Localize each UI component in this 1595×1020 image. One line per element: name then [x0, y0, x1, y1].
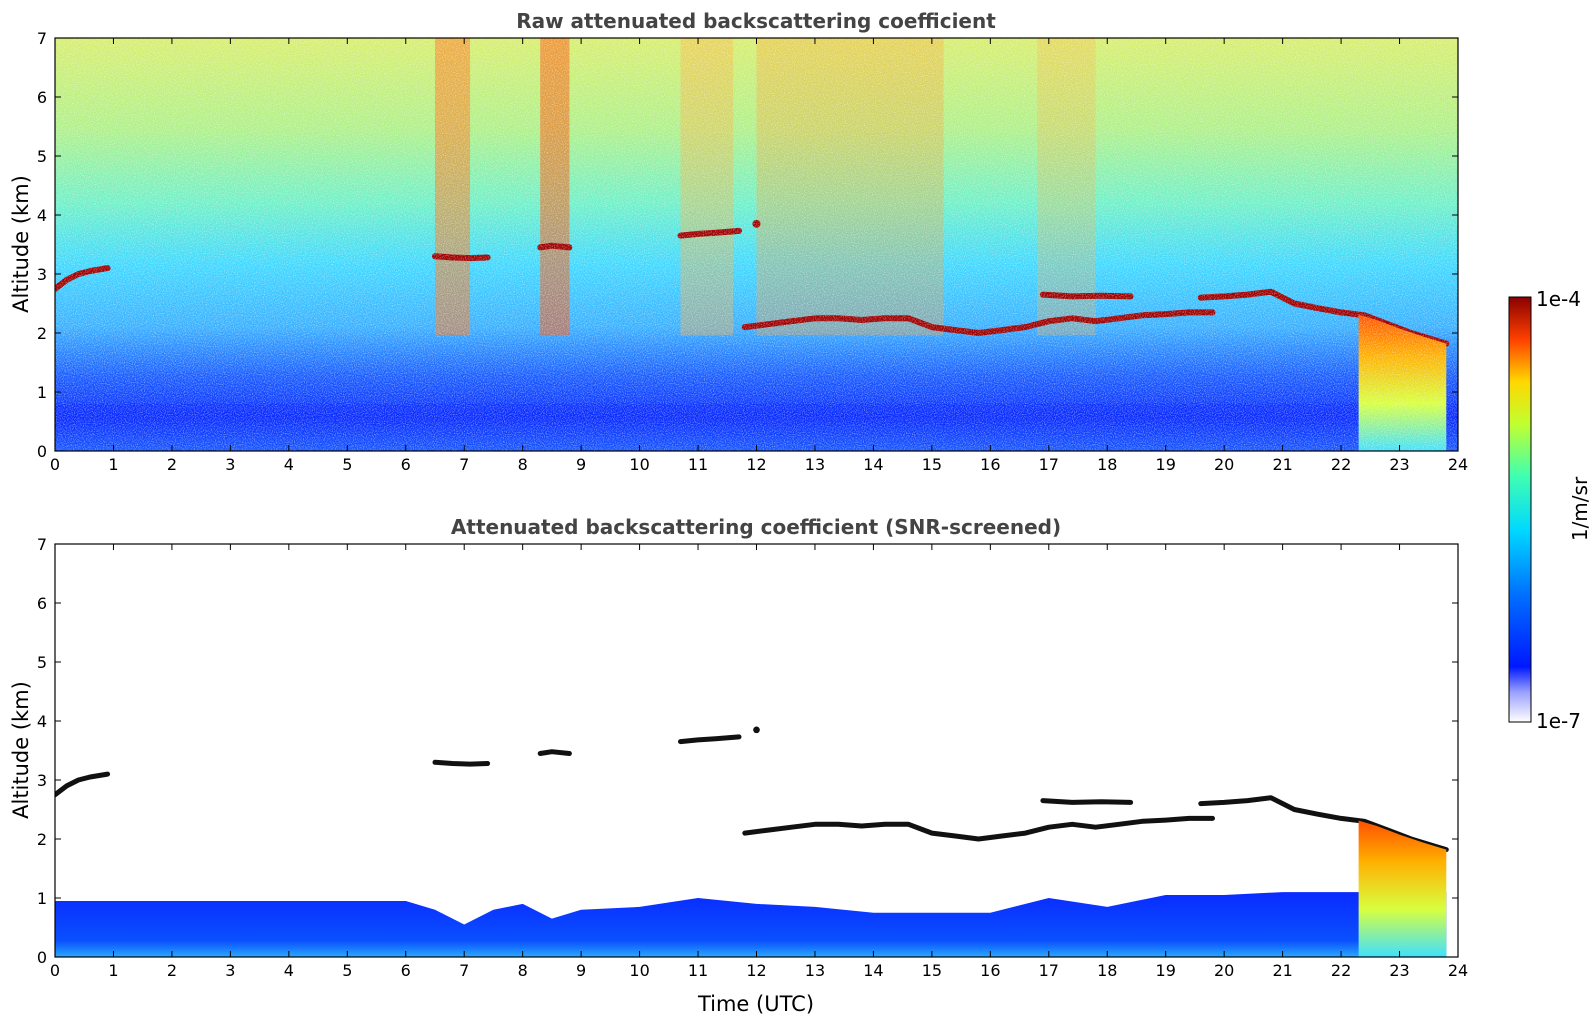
cloud-layer: [537, 749, 572, 756]
x-tick-label: 1: [108, 961, 118, 980]
x-tick-label: 23: [1389, 961, 1409, 980]
x-tick-label: 22: [1331, 455, 1351, 474]
x-tick-label: 17: [1039, 961, 1059, 980]
y-tick-label: 5: [37, 653, 47, 672]
x-tick-label: 22: [1331, 961, 1351, 980]
x-tick-label: 6: [401, 961, 411, 980]
x-tick-label: 2: [167, 961, 177, 980]
x-tick-label: 8: [518, 961, 528, 980]
x-tick-label: 11: [688, 455, 708, 474]
x-tick-label: 3: [225, 961, 235, 980]
screened-heatmap: [55, 544, 1458, 957]
x-tick-label: 18: [1097, 961, 1117, 980]
x-tick-label: 8: [518, 455, 528, 474]
y-tick-label: 3: [37, 771, 47, 790]
y-tick-label: 2: [37, 324, 47, 343]
x-tick-label: 0: [50, 455, 60, 474]
x-tick-label: 13: [805, 961, 825, 980]
x-tick-label: 7: [459, 961, 469, 980]
y-tick-label: 4: [37, 206, 47, 225]
x-tick-label: 4: [284, 961, 294, 980]
x-tick-label: 7: [459, 455, 469, 474]
cloud-layer: [1040, 798, 1134, 805]
x-tick-label: 2: [167, 455, 177, 474]
colorbar-gradient: [1508, 296, 1532, 723]
raw-y-axis-label: Altitude (km): [9, 175, 33, 313]
y-tick-label: 1: [37, 383, 47, 402]
x-tick-label: 16: [980, 961, 1000, 980]
x-tick-label: 4: [284, 455, 294, 474]
y-tick-label: 4: [37, 712, 47, 731]
colorbar: 1e-4 1e-7 1/m/sr: [1508, 287, 1592, 733]
x-tick-label: 15: [922, 961, 942, 980]
y-tick-label: 0: [37, 442, 47, 461]
x-tick-label: 13: [805, 455, 825, 474]
x-tick-label: 21: [1272, 455, 1292, 474]
x-tick-label: 9: [576, 455, 586, 474]
screened-chart-title: Attenuated backscattering coefficient (S…: [451, 515, 1061, 539]
cloud-layer: [432, 759, 491, 767]
y-tick-label: 6: [37, 88, 47, 107]
y-tick-label: 3: [37, 265, 47, 284]
x-tick-label: 24: [1448, 455, 1468, 474]
cloud-layer: [55, 771, 111, 798]
aerosol-plume: [1358, 820, 1447, 957]
x-tick-label: 1: [108, 455, 118, 474]
x-tick-label: 10: [629, 961, 649, 980]
cloud-layer: [742, 815, 1215, 842]
y-tick-label: 7: [37, 29, 47, 48]
boundary-layer-region: [55, 892, 1447, 957]
x-tick-label: 23: [1389, 455, 1409, 474]
x-tick-label: 10: [629, 455, 649, 474]
x-tick-label: 9: [576, 961, 586, 980]
x-tick-label: 0: [50, 961, 60, 980]
x-tick-label: 24: [1448, 961, 1468, 980]
x-tick-label: 15: [922, 455, 942, 474]
x-tick-label: 12: [746, 961, 766, 980]
colorbar-max-label: 1e-4: [1536, 287, 1581, 311]
screened-panel: 0 1 2 3 4 5 6 7 8 9 10 11 12 13 14 15 16 17 18 19 20 21 22 23 24…: [9, 515, 1468, 1016]
x-tick-label: 20: [1214, 961, 1234, 980]
x-tick-label: 5: [342, 961, 352, 980]
cloud-layer: [753, 726, 760, 734]
y-tick-label: 1: [37, 889, 47, 908]
x-tick-label: 16: [980, 455, 1000, 474]
y-tick-label: 5: [37, 147, 47, 166]
x-axis-label: Time (UTC): [697, 992, 814, 1016]
x-tick-label: 21: [1272, 961, 1292, 980]
x-tick-label: 5: [342, 455, 352, 474]
raw-chart-title: Raw attenuated backscattering coefficien…: [516, 9, 996, 33]
raw-panel: 0 1 2 3 4 5 6 7 8 9 10 11 12 13 14 15 16 17 18 19 20 21 22 23 24…: [9, 9, 1468, 474]
cloud-layer: [678, 734, 742, 745]
y-tick-label: 2: [37, 830, 47, 849]
y-tick-label: 6: [37, 594, 47, 613]
x-tick-label: 12: [746, 455, 766, 474]
x-tick-label: 19: [1156, 455, 1176, 474]
y-tick-label: 0: [37, 948, 47, 967]
raw-heatmap: [55, 38, 1458, 451]
x-tick-label: 6: [401, 455, 411, 474]
x-tick-label: 18: [1097, 455, 1117, 474]
x-tick-label: 11: [688, 961, 708, 980]
x-tick-label: 19: [1156, 961, 1176, 980]
x-tick-label: 17: [1039, 455, 1059, 474]
x-tick-label: 14: [863, 455, 883, 474]
colorbar-unit-label: 1/m/sr: [1568, 476, 1592, 541]
x-tick-label: 20: [1214, 455, 1234, 474]
x-tick-label: 3: [225, 455, 235, 474]
x-tick-label: 14: [863, 961, 883, 980]
y-tick-label: 7: [37, 535, 47, 554]
colorbar-min-label: 1e-7: [1536, 709, 1581, 733]
screened-y-axis-label: Altitude (km): [9, 681, 33, 819]
